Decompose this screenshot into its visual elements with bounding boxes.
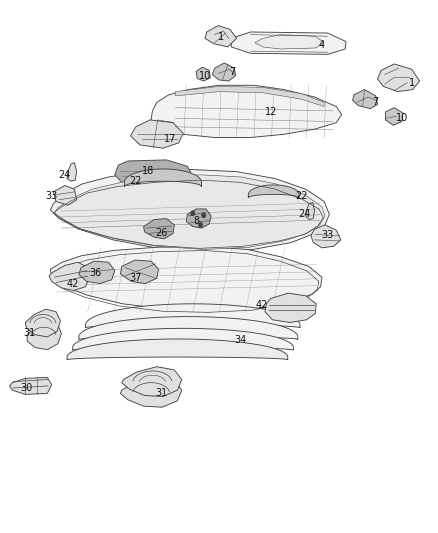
Polygon shape bbox=[378, 64, 420, 92]
Polygon shape bbox=[196, 67, 210, 81]
Text: 22: 22 bbox=[130, 176, 142, 186]
Polygon shape bbox=[212, 63, 236, 81]
Polygon shape bbox=[231, 32, 346, 54]
Text: 4: 4 bbox=[319, 41, 325, 50]
Polygon shape bbox=[255, 35, 324, 49]
Text: 30: 30 bbox=[20, 383, 32, 393]
Text: 26: 26 bbox=[155, 229, 167, 238]
Text: 17: 17 bbox=[164, 134, 176, 143]
Text: 24: 24 bbox=[59, 170, 71, 180]
Text: 31: 31 bbox=[24, 328, 36, 338]
Polygon shape bbox=[131, 120, 183, 148]
Polygon shape bbox=[122, 367, 182, 397]
Polygon shape bbox=[73, 328, 293, 350]
Text: 37: 37 bbox=[130, 273, 142, 283]
Polygon shape bbox=[85, 304, 300, 328]
Polygon shape bbox=[10, 377, 52, 394]
Polygon shape bbox=[50, 169, 329, 252]
Text: 7: 7 bbox=[373, 98, 379, 107]
Text: 7: 7 bbox=[229, 67, 235, 77]
Polygon shape bbox=[67, 339, 288, 360]
Polygon shape bbox=[115, 160, 192, 184]
Polygon shape bbox=[175, 86, 324, 107]
Polygon shape bbox=[151, 85, 342, 138]
Text: 24: 24 bbox=[298, 209, 311, 219]
Polygon shape bbox=[27, 321, 61, 350]
Polygon shape bbox=[205, 26, 237, 47]
Polygon shape bbox=[50, 246, 322, 310]
Circle shape bbox=[191, 211, 194, 215]
Polygon shape bbox=[306, 203, 314, 220]
Polygon shape bbox=[79, 261, 115, 284]
Text: 10: 10 bbox=[199, 71, 211, 80]
Polygon shape bbox=[124, 169, 201, 187]
Polygon shape bbox=[385, 108, 403, 125]
Text: 33: 33 bbox=[46, 191, 58, 201]
Polygon shape bbox=[120, 260, 159, 284]
Polygon shape bbox=[265, 293, 316, 322]
Text: 42: 42 bbox=[66, 279, 78, 288]
Polygon shape bbox=[55, 175, 325, 249]
Text: 34: 34 bbox=[234, 335, 246, 345]
Text: 1: 1 bbox=[218, 33, 224, 42]
Text: 8: 8 bbox=[193, 216, 199, 226]
Polygon shape bbox=[353, 90, 378, 109]
Polygon shape bbox=[186, 209, 211, 228]
Circle shape bbox=[202, 213, 205, 217]
Text: 1: 1 bbox=[409, 78, 415, 87]
Polygon shape bbox=[144, 219, 174, 239]
Polygon shape bbox=[67, 163, 77, 181]
Polygon shape bbox=[49, 262, 90, 290]
Text: 18: 18 bbox=[142, 166, 154, 175]
Text: 10: 10 bbox=[396, 114, 408, 123]
Polygon shape bbox=[79, 317, 298, 340]
Polygon shape bbox=[25, 309, 60, 337]
Circle shape bbox=[199, 223, 202, 227]
Text: 22: 22 bbox=[295, 191, 307, 201]
Polygon shape bbox=[248, 185, 299, 198]
Text: 33: 33 bbox=[321, 230, 334, 239]
Polygon shape bbox=[53, 185, 77, 205]
Text: 36: 36 bbox=[89, 268, 102, 278]
Text: 12: 12 bbox=[265, 107, 278, 117]
Text: 42: 42 bbox=[256, 300, 268, 310]
Polygon shape bbox=[120, 377, 182, 407]
Polygon shape bbox=[311, 225, 341, 248]
Text: 31: 31 bbox=[155, 389, 167, 398]
